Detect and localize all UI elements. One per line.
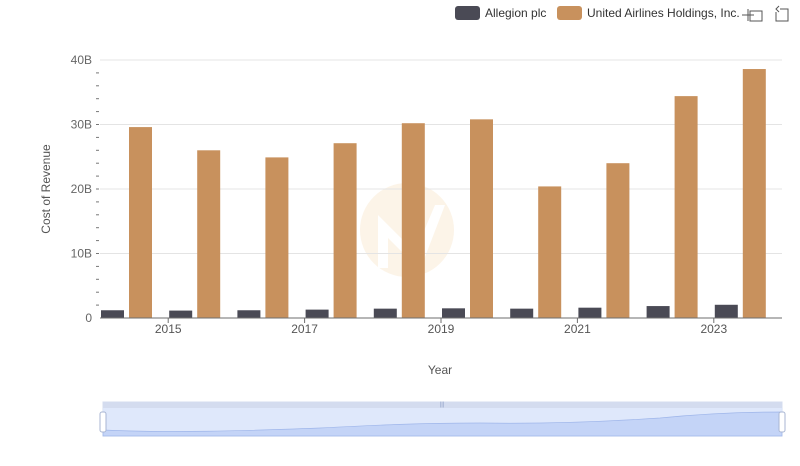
y-tick-labels: 0 10B 20B 30B 40B bbox=[71, 53, 93, 325]
x-tick-label: 2017 bbox=[291, 322, 318, 336]
zoom-icon[interactable] bbox=[742, 9, 763, 22]
y-tick-label: 20B bbox=[71, 182, 92, 196]
legend-item-united[interactable]: United Airlines Holdings, Inc. bbox=[557, 6, 740, 20]
legend-label-united: United Airlines Holdings, Inc. bbox=[587, 6, 740, 20]
x-tick-labels: 2015 2017 2019 2021 2023 bbox=[155, 318, 727, 336]
x-tick-label: 2023 bbox=[700, 322, 727, 336]
bar-united-2022[interactable] bbox=[674, 96, 698, 319]
bar-allegion-2016[interactable] bbox=[237, 310, 261, 318]
zoom-slider-handle-left[interactable] bbox=[99, 411, 107, 433]
bar-allegion-2022[interactable] bbox=[646, 306, 670, 318]
y-axis-title: Cost of Revenue bbox=[39, 144, 53, 234]
y-minor-ticks bbox=[96, 72, 99, 306]
bar-united-2014[interactable] bbox=[129, 127, 152, 318]
zoom-slider[interactable]: ||| bbox=[99, 401, 786, 437]
y-tick-label: 30B bbox=[71, 118, 92, 132]
bar-allegion-2019[interactable] bbox=[442, 308, 465, 318]
y-tick-label: 40B bbox=[71, 53, 92, 67]
y-tick-label: 0 bbox=[85, 311, 92, 325]
zoom-slider-top-bar bbox=[103, 402, 782, 408]
bar-united-2023[interactable] bbox=[742, 69, 766, 318]
bars bbox=[101, 69, 766, 319]
bar-united-2019[interactable] bbox=[470, 119, 493, 318]
legend-swatch-united bbox=[557, 6, 582, 20]
zoom-slider-handle-right[interactable] bbox=[778, 411, 786, 433]
x-axis-title: Year bbox=[428, 363, 452, 377]
zoom-slider-grip[interactable]: ||| bbox=[440, 402, 445, 408]
bar-united-2018[interactable] bbox=[401, 123, 425, 319]
legend-item-allegion[interactable]: Allegion plc bbox=[455, 6, 546, 20]
bar-united-2016[interactable] bbox=[265, 157, 289, 318]
legend: Allegion plc United Airlines Holdings, I… bbox=[455, 6, 740, 20]
x-tick-label: 2021 bbox=[564, 322, 591, 336]
restore-icon[interactable] bbox=[775, 5, 789, 22]
zoom-slider-preview bbox=[102, 411, 783, 437]
bar-allegion-2021[interactable] bbox=[578, 307, 602, 318]
bar-allegion-2023[interactable] bbox=[714, 304, 738, 318]
y-tick-label: 10B bbox=[71, 247, 92, 261]
bar-allegion-2020[interactable] bbox=[510, 308, 534, 318]
bar-allegion-2014[interactable] bbox=[101, 310, 124, 318]
bar-allegion-2017[interactable] bbox=[305, 309, 329, 318]
bar-allegion-2018[interactable] bbox=[373, 308, 397, 318]
x-tick-label: 2019 bbox=[428, 322, 455, 336]
bar-united-2017[interactable] bbox=[333, 143, 357, 318]
bar-united-2015[interactable] bbox=[197, 150, 221, 318]
bar-united-2020[interactable] bbox=[538, 186, 562, 318]
bar-allegion-2015[interactable] bbox=[169, 310, 193, 318]
x-tick-label: 2015 bbox=[155, 322, 182, 336]
legend-swatch-allegion bbox=[455, 6, 480, 20]
bar-united-2021[interactable] bbox=[606, 163, 630, 318]
legend-label-allegion: Allegion plc bbox=[485, 6, 546, 20]
